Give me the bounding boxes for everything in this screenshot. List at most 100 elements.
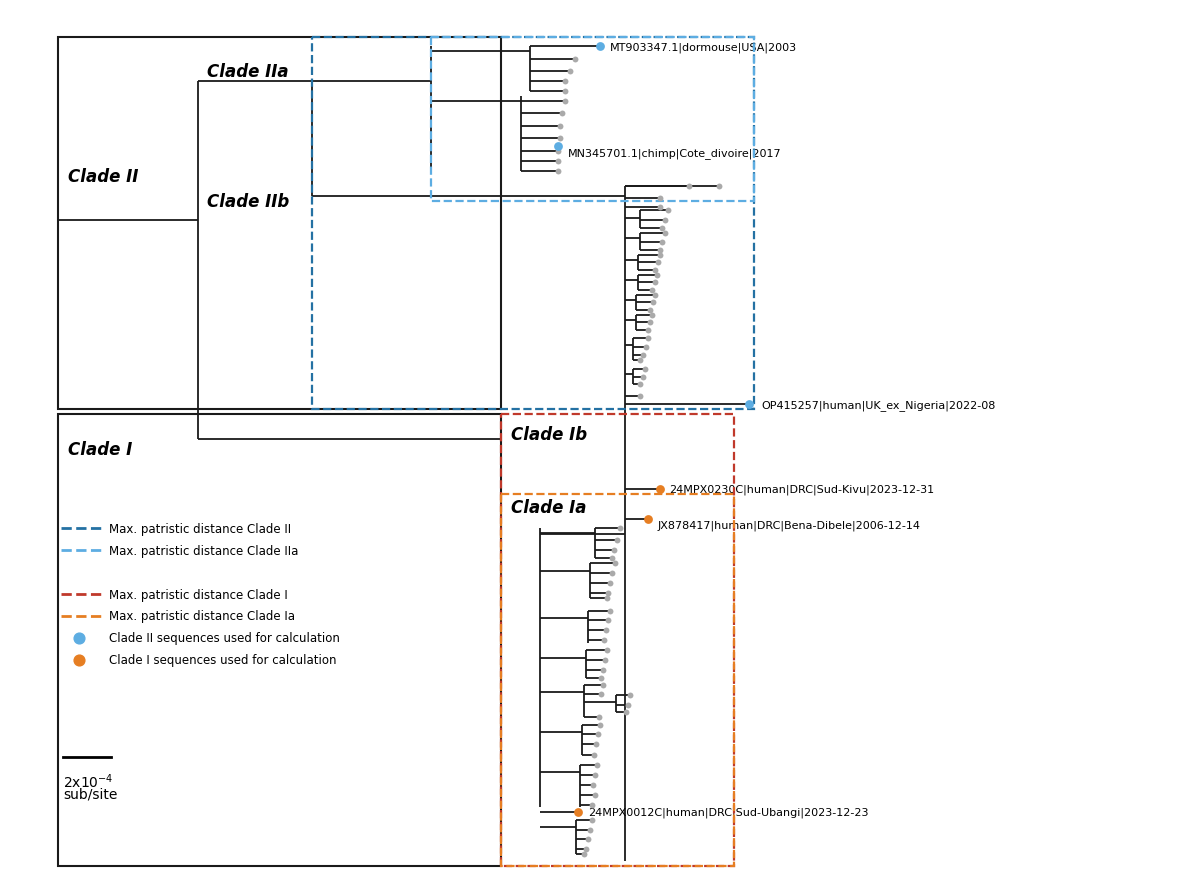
Point [556, 75, 575, 89]
Point [70, 631, 89, 645]
Bar [312, 37, 754, 409]
Point [548, 140, 568, 154]
Point [620, 688, 640, 703]
Bar [500, 415, 734, 867]
Point [592, 671, 611, 685]
Point [650, 191, 670, 206]
Text: Clade I: Clade I [68, 440, 133, 458]
Point [575, 847, 594, 861]
Point [551, 120, 570, 134]
Bar [59, 415, 500, 867]
Point [680, 179, 700, 193]
Point [607, 533, 626, 548]
Point [600, 577, 619, 591]
Point [636, 340, 655, 354]
Text: MT903347.1|dormouse|USA|2003: MT903347.1|dormouse|USA|2003 [610, 43, 797, 52]
Point [593, 679, 612, 693]
Point [642, 284, 661, 298]
Point [583, 778, 602, 792]
Bar [431, 37, 754, 201]
Point [578, 833, 598, 847]
Point [569, 804, 588, 819]
Bar [59, 37, 500, 409]
Point [643, 295, 662, 309]
Text: Clade Ia: Clade Ia [510, 498, 586, 516]
Point [581, 822, 600, 836]
Point [638, 512, 658, 526]
Point [595, 653, 614, 667]
Point [602, 566, 622, 580]
Point [588, 727, 607, 742]
Point [584, 748, 604, 762]
Point [588, 758, 607, 773]
Point [590, 41, 610, 55]
Point [652, 222, 671, 237]
Text: Clade II sequences used for calculation: Clade II sequences used for calculation [109, 632, 340, 644]
Point [650, 249, 670, 263]
Text: Clade IIa: Clade IIa [208, 63, 289, 82]
Point [551, 132, 570, 146]
Text: 2x10$^{-4}$: 2x10$^{-4}$ [64, 771, 114, 789]
Point [560, 66, 580, 80]
Point [655, 214, 674, 229]
Point [590, 719, 610, 733]
Point [598, 591, 617, 605]
Point [586, 788, 605, 802]
Point [638, 323, 658, 338]
Point [599, 613, 618, 627]
Point [655, 227, 674, 241]
Point [611, 522, 630, 536]
Text: Clade IIb: Clade IIb [208, 192, 289, 210]
Point [556, 85, 575, 99]
Point [652, 236, 671, 250]
Point [590, 41, 610, 55]
Point [553, 107, 572, 121]
Point [642, 308, 661, 323]
Point [592, 688, 611, 702]
Text: Clade Ib: Clade Ib [510, 425, 587, 444]
Point [630, 390, 649, 404]
Point [582, 797, 601, 812]
Point [596, 623, 616, 637]
Text: 24MPX0230C|human|DRC|Sud-Kivu|2023-12-31: 24MPX0230C|human|DRC|Sud-Kivu|2023-12-31 [670, 484, 935, 494]
Text: 24MPX0012C|human|DRC|Sud-Ubangi|2023-12-23: 24MPX0012C|human|DRC|Sud-Ubangi|2023-12-… [588, 806, 869, 817]
Point [548, 165, 568, 179]
Point [650, 244, 670, 258]
Point [593, 663, 612, 677]
Point [646, 264, 665, 278]
Point [634, 348, 653, 362]
Point [586, 768, 605, 782]
Text: OP415257|human|UK_ex_Nigeria|2022-08: OP415257|human|UK_ex_Nigeria|2022-08 [761, 400, 995, 410]
Point [635, 363, 654, 377]
Point [548, 154, 568, 168]
Text: Clade II: Clade II [68, 167, 139, 185]
Point [600, 604, 619, 618]
Point [605, 544, 624, 558]
Text: Clade I sequences used for calculation: Clade I sequences used for calculation [109, 653, 336, 666]
Point [70, 653, 89, 667]
Point [617, 705, 636, 719]
Point [646, 276, 665, 290]
Point [589, 711, 608, 725]
Point [650, 201, 670, 215]
Point [599, 587, 618, 601]
Point [548, 144, 568, 159]
Point [598, 643, 617, 657]
Text: sub/site: sub/site [64, 787, 118, 801]
Point [650, 482, 670, 496]
Point [587, 737, 606, 751]
Point [618, 698, 637, 712]
Point [640, 315, 659, 330]
Point [739, 398, 758, 412]
Point [565, 53, 584, 67]
Point [638, 331, 658, 346]
Text: Max. patristic distance Clade IIa: Max. patristic distance Clade IIa [109, 544, 299, 557]
Point [576, 843, 595, 857]
Point [634, 371, 653, 385]
Point [646, 289, 665, 303]
Bar [500, 494, 734, 867]
Text: Max. patristic distance Clade Ia: Max. patristic distance Clade Ia [109, 610, 295, 623]
Point [594, 633, 613, 647]
Text: JX878417|human|DRC|Bena-Dibele|2006-12-14: JX878417|human|DRC|Bena-Dibele|2006-12-1… [658, 520, 920, 530]
Point [647, 268, 666, 283]
